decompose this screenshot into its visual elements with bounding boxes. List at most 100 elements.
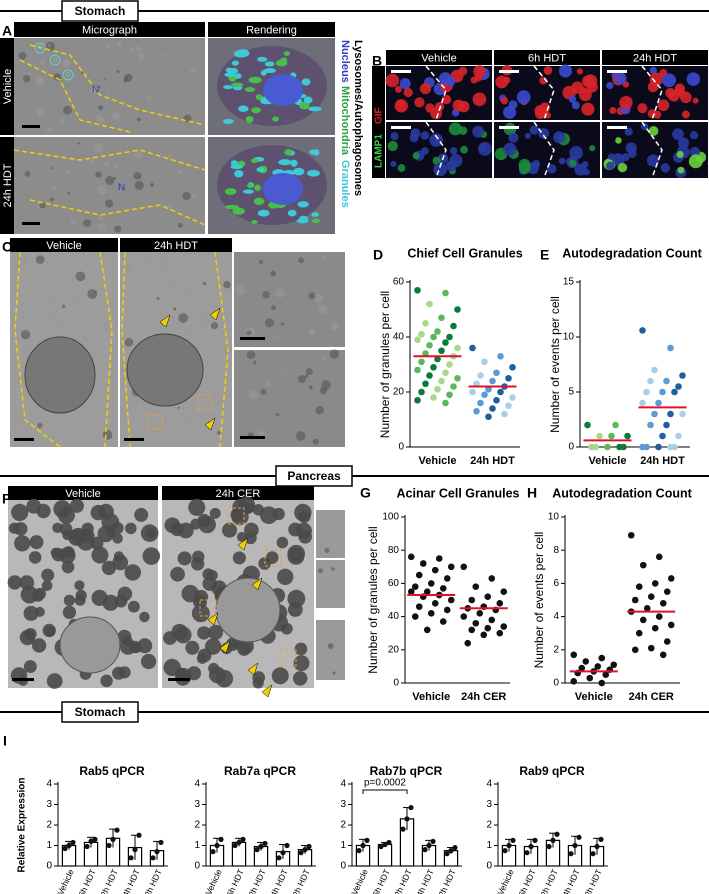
column-label: 24h HDT — [633, 52, 677, 64]
texture — [321, 380, 331, 390]
micrograph — [14, 38, 205, 135]
texture — [117, 41, 122, 47]
data-point — [484, 593, 492, 600]
header-box — [61, 701, 139, 723]
data-point — [386, 839, 392, 846]
cell-signal — [674, 86, 685, 97]
data-point — [639, 561, 647, 569]
data-point — [448, 848, 454, 854]
cell-signal — [628, 149, 637, 158]
data-point — [158, 839, 164, 846]
cell-signal — [646, 154, 660, 167]
cell-signal — [582, 75, 595, 88]
texture — [113, 163, 119, 169]
data-point — [84, 843, 90, 850]
texture — [105, 175, 115, 186]
scale-bar — [22, 222, 40, 225]
data-point — [667, 575, 675, 582]
y-tick-label: 8 — [553, 545, 559, 556]
texture — [295, 431, 306, 441]
section-header: Pancreas — [287, 469, 341, 483]
organelle — [245, 115, 254, 123]
texture — [189, 318, 193, 322]
zymogen-granule — [243, 502, 255, 514]
data-point — [415, 571, 423, 579]
texture — [210, 322, 219, 330]
data-point — [136, 832, 142, 838]
side-label-bg — [372, 66, 385, 178]
data-point — [360, 842, 366, 849]
texture — [40, 59, 46, 65]
zymogen-granule — [280, 622, 293, 635]
data-point — [110, 836, 116, 842]
organelle — [260, 69, 267, 76]
cell-outline — [533, 121, 555, 179]
texture — [106, 44, 111, 49]
texture — [89, 158, 95, 164]
data-point — [431, 600, 439, 607]
cell-signal — [516, 90, 531, 105]
zymogen-granule — [63, 594, 75, 606]
texture — [77, 142, 80, 145]
label: G — [38, 46, 43, 52]
texture — [67, 191, 71, 195]
label: G — [53, 58, 58, 64]
texture — [35, 255, 45, 264]
arrowhead — [237, 537, 249, 551]
scale-bar — [22, 125, 40, 128]
data-point — [631, 646, 639, 654]
cell-outline — [29, 44, 206, 126]
organelle — [303, 96, 313, 104]
cell-signal — [686, 72, 701, 86]
column-header — [0, 38, 14, 135]
data-point — [612, 421, 619, 429]
data-point — [497, 388, 504, 396]
cell-signal — [449, 147, 458, 155]
data-point — [477, 399, 484, 407]
texture — [27, 71, 32, 76]
nucleus — [263, 74, 303, 106]
texture — [101, 252, 109, 260]
zymogen-granule — [197, 648, 212, 663]
zymogen-granule — [191, 604, 210, 623]
granule — [34, 42, 46, 54]
cell-signal — [448, 122, 462, 136]
data-point — [423, 626, 431, 634]
zymogen-granule — [31, 638, 47, 653]
zymogen-granule — [188, 498, 206, 516]
chart-title: Rab9 qPCR — [519, 764, 585, 778]
texture — [305, 368, 313, 376]
data-point — [500, 623, 508, 630]
y-tick-label: 40 — [393, 332, 405, 343]
texture — [91, 87, 99, 95]
panel-label: B — [372, 53, 382, 69]
y-tick-label: 4 — [46, 779, 52, 790]
data-point — [655, 613, 663, 620]
cell-signal — [648, 126, 659, 136]
cell-signal — [452, 99, 465, 112]
texture — [37, 422, 43, 429]
zymogen-granule — [114, 594, 128, 608]
column-header — [386, 50, 492, 65]
texture — [125, 396, 135, 407]
data-point — [679, 372, 686, 379]
arrowhead — [204, 417, 216, 431]
zymogen-granule — [187, 666, 202, 681]
data-point — [438, 347, 445, 355]
cell-signal — [472, 92, 487, 107]
cell-signal — [390, 132, 399, 141]
cell-outline — [425, 121, 447, 179]
data-point — [570, 651, 578, 659]
data-point — [430, 394, 437, 401]
cell-signal — [414, 97, 425, 108]
organelle — [293, 167, 305, 176]
zymogen-granule — [277, 568, 294, 585]
texture — [308, 292, 316, 300]
texture — [270, 270, 277, 277]
cell-signal — [394, 99, 409, 113]
y-tick-label: 4 — [194, 779, 200, 790]
organelle — [278, 159, 292, 166]
data-point — [218, 836, 224, 842]
data-point — [306, 843, 312, 850]
texture — [98, 105, 103, 111]
